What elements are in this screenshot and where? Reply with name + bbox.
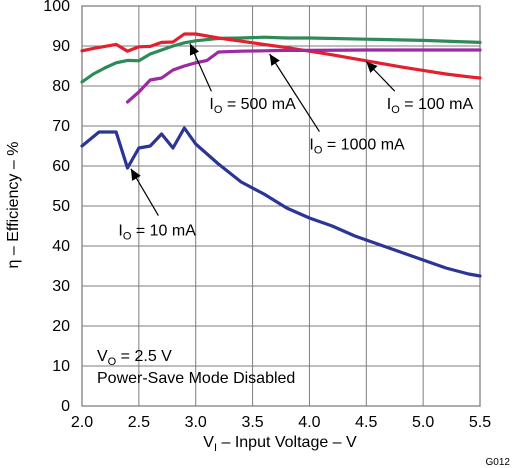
note-line-1: VO = 2.5 V <box>97 348 172 368</box>
y-tick-label: 10 <box>52 358 70 375</box>
series-layer <box>80 32 482 278</box>
grid-layer <box>81 5 481 407</box>
y-tick-label: 90 <box>52 38 70 55</box>
y-tick-label: 50 <box>52 198 70 215</box>
y-axis-label: η – Efficiency – % <box>5 142 22 269</box>
y-tick-label: 80 <box>52 78 70 95</box>
series-io500-line <box>80 35 482 84</box>
series-label-io1000: IO = 1000 mA <box>309 137 405 157</box>
note-line-2: Power-Save Mode Disabled <box>97 370 295 387</box>
x-tick-label: 2.0 <box>71 414 93 431</box>
x-tick-label: 5.0 <box>412 414 434 431</box>
series-io100-line <box>80 32 482 80</box>
y-tick-label: 40 <box>52 238 70 255</box>
ticks-layer: 2.0 2.5 3.0 3.5 4.0 4.5 5.0 5.5 0 10 20 30 40 50 60 70 8… <box>43 0 491 431</box>
series-label-io100: IO = 100 mA <box>387 96 474 116</box>
x-tick-label: 3.0 <box>185 414 207 431</box>
annotation-io1000-arrowhead <box>269 54 280 66</box>
y-tick-label: 60 <box>52 158 70 175</box>
series-io1000-line <box>125 48 482 104</box>
annotation-io10-arrowhead <box>130 168 141 181</box>
x-tick-label: 4.0 <box>298 414 320 431</box>
annotation-layer: IO = 10 mA IO = 500 mA IO = 100 mA IO = 100… <box>118 43 474 243</box>
x-tick-label: 2.5 <box>128 414 150 431</box>
figure-id: G012 <box>486 457 511 468</box>
x-tick-label: 3.5 <box>241 414 263 431</box>
annotation-io1000-leader <box>269 53 320 132</box>
annotation-io500-arrowhead <box>189 43 200 56</box>
x-tick-label: 5.5 <box>469 414 491 431</box>
annotation-io100-arrowhead <box>366 61 378 73</box>
series-label-io500: IO = 500 mA <box>209 96 296 116</box>
series-io10-line <box>80 126 482 278</box>
x-tick-label: 4.5 <box>355 414 377 431</box>
x-axis-label: VI – Input Voltage – V <box>203 434 357 454</box>
y-tick-label: 100 <box>43 0 70 15</box>
y-tick-label: 0 <box>61 398 70 415</box>
y-tick-label: 70 <box>52 118 70 135</box>
y-tick-label: 20 <box>52 318 70 335</box>
y-tick-label: 30 <box>52 278 70 295</box>
series-label-io10: IO = 10 mA <box>118 223 196 243</box>
